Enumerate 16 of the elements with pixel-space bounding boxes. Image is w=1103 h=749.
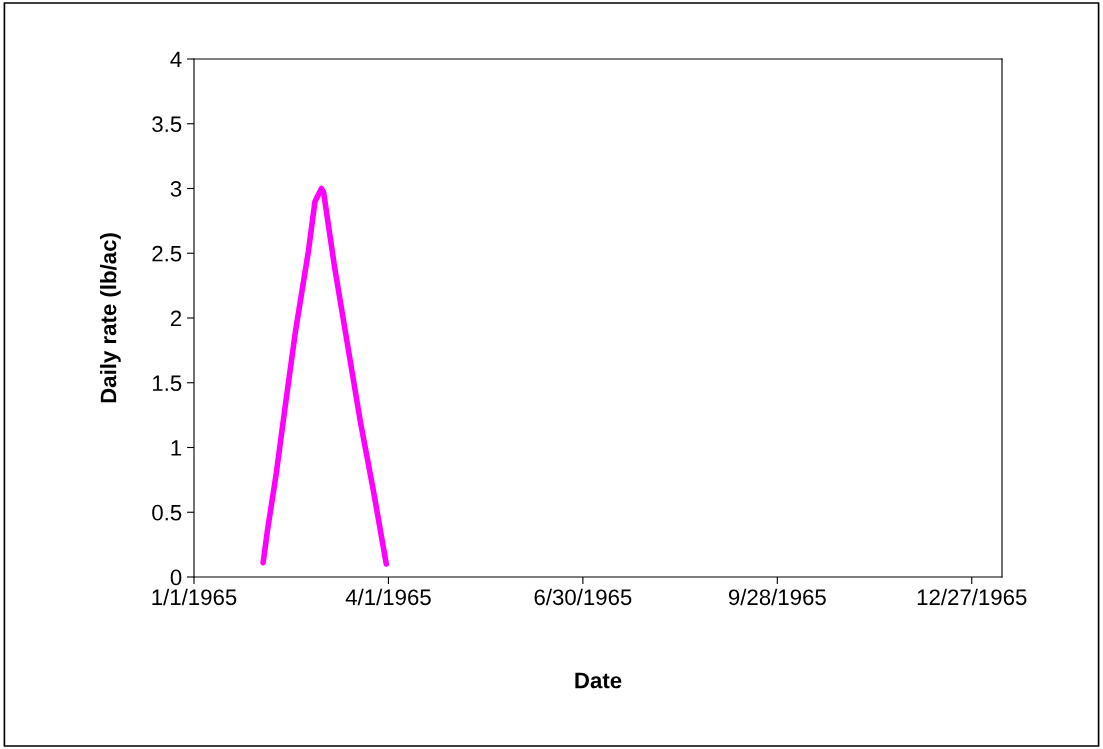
y-tick-label: 2.5 — [152, 245, 182, 262]
y-tick-label: 3 — [170, 181, 182, 197]
y-tick-label: 4 — [170, 51, 182, 68]
y-tick-label: 0 — [170, 569, 182, 586]
y-tick-label: 0.5 — [152, 504, 182, 521]
y-tick-label: 3.5 — [152, 116, 182, 133]
x-tick-label: 6/30/1965 — [534, 588, 632, 606]
y-tick-label: 1 — [171, 440, 182, 456]
x-axis-title: Date — [575, 672, 622, 689]
y-tick-label: 2 — [170, 310, 182, 327]
x-tick-label: 1/1/1965 — [152, 588, 237, 606]
x-tick-label: 9/28/1965 — [728, 588, 826, 606]
y-tick-label: 1.5 — [153, 375, 182, 392]
y-axis-title: Daily rate (lb/ac) — [100, 233, 121, 403]
x-tick-label: 4/1/1965 — [345, 588, 431, 606]
x-tick-label: 12/27/1965 — [917, 588, 1027, 606]
